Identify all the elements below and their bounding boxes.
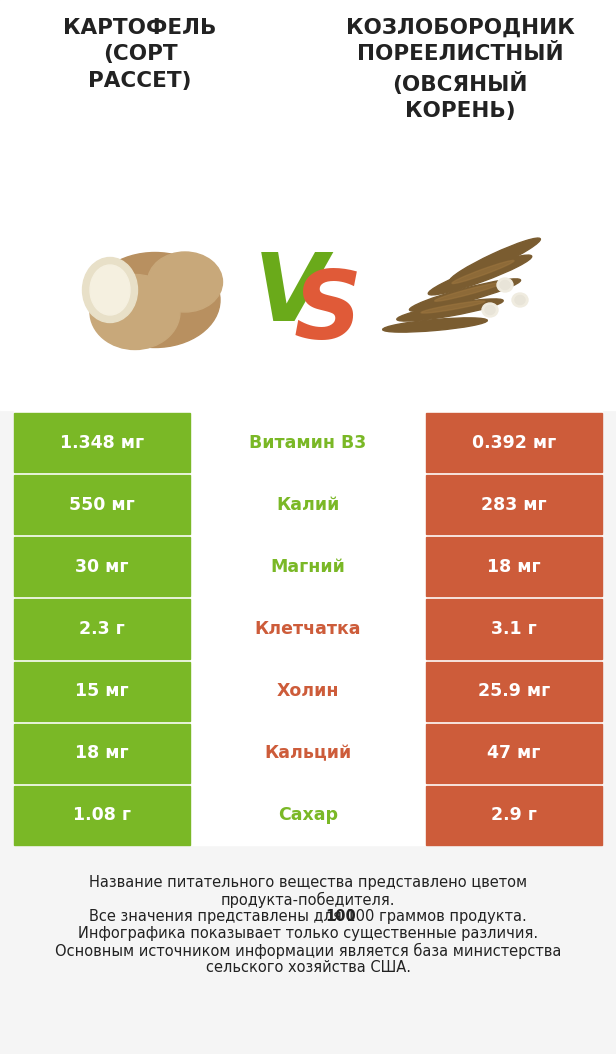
Text: 3.1 г: 3.1 г xyxy=(491,620,537,638)
Ellipse shape xyxy=(482,302,498,317)
Bar xyxy=(14,475,190,534)
Ellipse shape xyxy=(90,253,220,348)
Ellipse shape xyxy=(428,255,532,295)
Bar xyxy=(426,413,602,472)
Text: 25.9 мг: 25.9 мг xyxy=(478,682,550,700)
Text: Название питательного вещества представлено цветом: Название питательного вещества представл… xyxy=(89,875,527,890)
Text: 1.348 мг: 1.348 мг xyxy=(60,433,144,451)
Ellipse shape xyxy=(421,300,485,313)
Text: Все значения представлены для 100 граммов продукта.: Все значения представлены для 100 граммо… xyxy=(89,909,527,924)
Bar xyxy=(14,600,190,659)
Bar xyxy=(426,538,602,597)
Ellipse shape xyxy=(90,265,130,315)
Ellipse shape xyxy=(485,306,495,314)
Bar xyxy=(194,475,422,534)
Ellipse shape xyxy=(90,274,180,350)
Text: 283 мг: 283 мг xyxy=(481,495,547,513)
Text: 30 мг: 30 мг xyxy=(75,558,129,575)
Bar xyxy=(426,786,602,845)
Text: продукта-победителя.: продукта-победителя. xyxy=(221,892,395,909)
Bar xyxy=(194,724,422,783)
Text: 0.392 мг: 0.392 мг xyxy=(472,433,556,451)
Text: Магний: Магний xyxy=(270,558,346,575)
Ellipse shape xyxy=(497,278,513,292)
Ellipse shape xyxy=(147,252,222,312)
Bar xyxy=(14,786,190,845)
Text: 2.3 г: 2.3 г xyxy=(79,620,125,638)
Bar xyxy=(14,724,190,783)
Text: Витамин В3: Витамин В3 xyxy=(249,433,367,451)
Text: 18 мг: 18 мг xyxy=(75,744,129,762)
Text: 100: 100 xyxy=(325,909,356,924)
Ellipse shape xyxy=(452,260,514,284)
Bar xyxy=(426,662,602,721)
Bar xyxy=(14,538,190,597)
Text: 47 мг: 47 мг xyxy=(487,744,541,762)
Text: S: S xyxy=(294,267,362,359)
Bar xyxy=(426,724,602,783)
Text: Холин: Холин xyxy=(277,682,339,700)
Bar xyxy=(14,662,190,721)
Ellipse shape xyxy=(515,295,525,305)
Bar xyxy=(426,600,602,659)
Ellipse shape xyxy=(410,279,521,311)
Text: Сахар: Сахар xyxy=(278,806,338,824)
Text: сельского хозяйства США.: сельского хозяйства США. xyxy=(206,960,410,975)
Bar xyxy=(194,662,422,721)
Text: Кальций: Кальций xyxy=(264,744,352,762)
Ellipse shape xyxy=(83,257,137,323)
Ellipse shape xyxy=(435,282,501,301)
Ellipse shape xyxy=(512,293,528,307)
Bar xyxy=(194,413,422,472)
Text: 1.08 г: 1.08 г xyxy=(73,806,131,824)
Text: Основным источником информации является база министерства: Основным источником информации является … xyxy=(55,943,561,959)
Text: V: V xyxy=(253,249,326,341)
Bar xyxy=(14,410,602,845)
Ellipse shape xyxy=(383,318,487,332)
Text: Инфографика показывает только существенные различия.: Инфографика показывает только существенн… xyxy=(78,926,538,941)
Bar xyxy=(0,0,616,410)
Bar xyxy=(194,538,422,597)
Text: 550 мг: 550 мг xyxy=(69,495,135,513)
Ellipse shape xyxy=(500,280,510,290)
Text: Клетчатка: Клетчатка xyxy=(255,620,361,638)
Bar xyxy=(14,413,190,472)
Ellipse shape xyxy=(397,299,503,321)
Bar xyxy=(194,786,422,845)
Text: КОЗЛОБОРОДНИК
ПОРЕЕЛИСТНЫЙ
(ОВСЯНЫЙ
КОРЕНЬ): КОЗЛОБОРОДНИК ПОРЕЕЛИСТНЫЙ (ОВСЯНЫЙ КОРЕ… xyxy=(346,18,574,121)
Text: Калий: Калий xyxy=(277,495,339,513)
Bar xyxy=(426,475,602,534)
Ellipse shape xyxy=(450,238,540,281)
Text: 15 мг: 15 мг xyxy=(75,682,129,700)
Bar xyxy=(194,600,422,659)
Text: 18 мг: 18 мг xyxy=(487,558,541,575)
Text: КАРТОФЕЛЬ
(СОРТ
РАССЕТ): КАРТОФЕЛЬ (СОРТ РАССЕТ) xyxy=(63,18,217,91)
Text: 2.9 г: 2.9 г xyxy=(491,806,537,824)
